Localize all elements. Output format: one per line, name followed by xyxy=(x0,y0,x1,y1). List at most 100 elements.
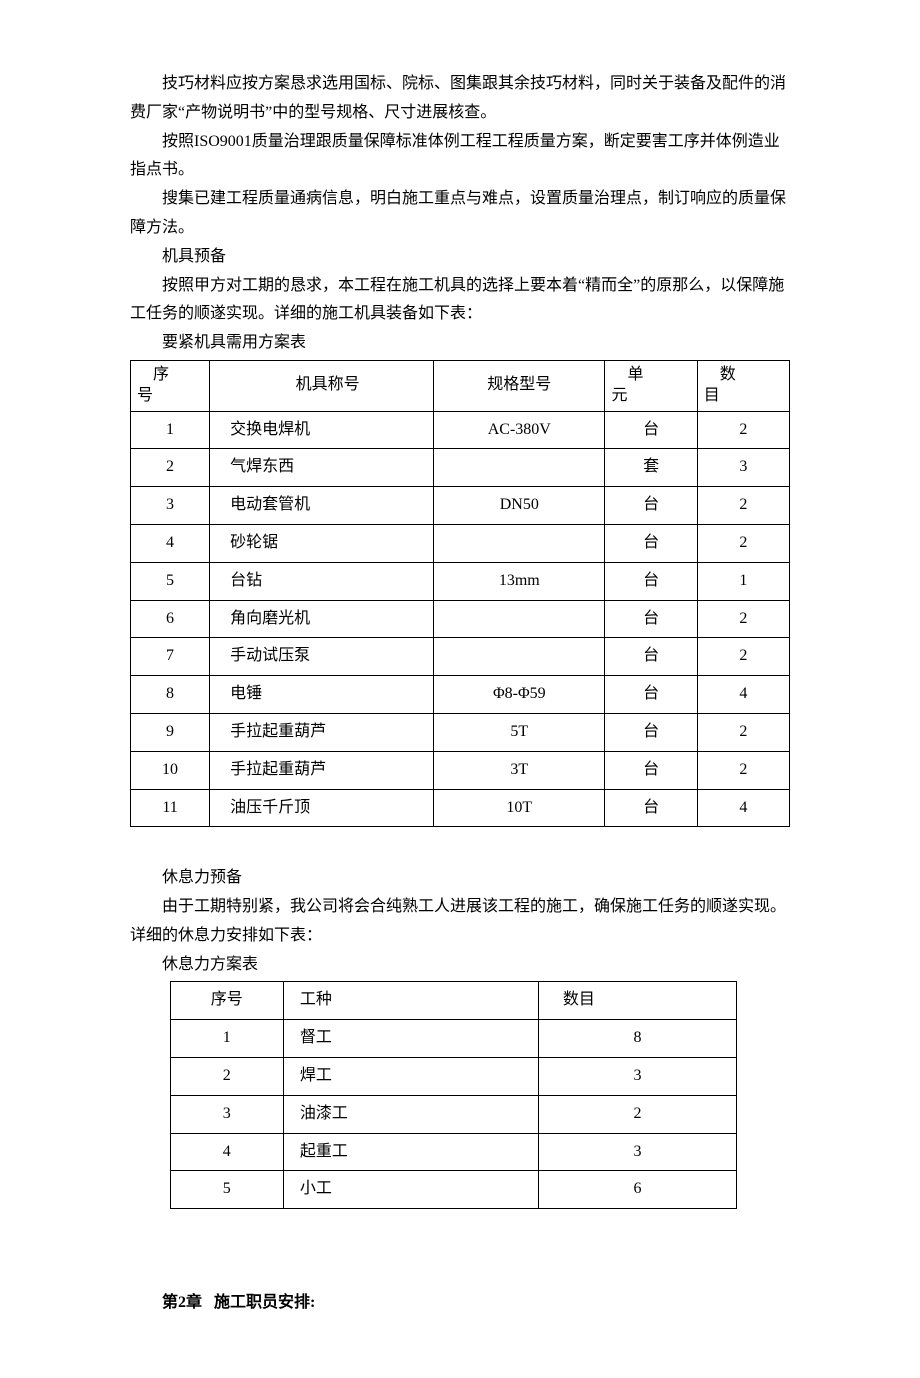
cell-type: 起重工 xyxy=(283,1133,538,1171)
table-row: 6角向磨光机台2 xyxy=(131,600,790,638)
equipment-table-header: 序号 机具称号 规格型号 单元 数目 xyxy=(131,360,790,411)
cell-no: 5 xyxy=(170,1171,283,1209)
cell-qty: 2 xyxy=(697,751,789,789)
cell-name: 油压千斤顶 xyxy=(210,789,434,827)
cell-spec: 13mm xyxy=(434,562,605,600)
cell-no: 4 xyxy=(170,1133,283,1171)
equipment-table-caption: 要紧机具需用方案表 xyxy=(130,329,790,358)
equipment-table: 序号 机具称号 规格型号 单元 数目 1交换电焊机AC-380V台22气焊东西套… xyxy=(130,360,790,827)
cell-no: 3 xyxy=(131,487,210,525)
cell-qty: 3 xyxy=(697,449,789,487)
cell-unit: 台 xyxy=(605,600,697,638)
cell-name: 砂轮锯 xyxy=(210,524,434,562)
table-row: 4砂轮锯台2 xyxy=(131,524,790,562)
table-row: 1督工8 xyxy=(170,1020,737,1058)
labor-table: 序号 工种 数目 1督工82焊工33油漆工24起重工35小工6 xyxy=(170,981,738,1209)
table-row: 4起重工3 xyxy=(170,1133,737,1171)
cell-no: 9 xyxy=(131,713,210,751)
cell-qty: 2 xyxy=(697,411,789,449)
cell-no: 11 xyxy=(131,789,210,827)
cell-unit: 台 xyxy=(605,789,697,827)
cell-spec: AC-380V xyxy=(434,411,605,449)
cell-unit: 台 xyxy=(605,751,697,789)
cell-name: 手拉起重葫芦 xyxy=(210,713,434,751)
cell-qty: 2 xyxy=(538,1095,736,1133)
cell-spec xyxy=(434,524,605,562)
table-row: 2气焊东西 套3 xyxy=(131,449,790,487)
cell-name: 电锤 xyxy=(210,676,434,714)
cell-qty: 2 xyxy=(697,638,789,676)
cell-no: 5 xyxy=(131,562,210,600)
cell-unit: 套 xyxy=(605,449,697,487)
cell-spec: 3T xyxy=(434,751,605,789)
cell-name: 气焊东西 xyxy=(210,449,434,487)
col-seq: 序号 xyxy=(170,982,283,1020)
cell-no: 2 xyxy=(131,449,210,487)
table-row: 5小工6 xyxy=(170,1171,737,1209)
cell-spec xyxy=(434,449,605,487)
cell-name: 手拉起重葫芦 xyxy=(210,751,434,789)
cell-no: 8 xyxy=(131,676,210,714)
col-spec: 规格型号 xyxy=(434,360,605,411)
cell-unit: 台 xyxy=(605,411,697,449)
cell-qty: 3 xyxy=(538,1057,736,1095)
table-row: 3油漆工2 xyxy=(170,1095,737,1133)
cell-spec xyxy=(434,600,605,638)
cell-type: 油漆工 xyxy=(283,1095,538,1133)
cell-qty: 8 xyxy=(538,1020,736,1058)
col-unit: 单元 xyxy=(605,360,697,411)
paragraph-equipment-intro: 按照甲方对工期的恳求，本工程在施工机具的选择上要本着“精而全”的原那么，以保障施… xyxy=(130,272,790,330)
cell-spec: DN50 xyxy=(434,487,605,525)
table-row: 9手拉起重葫芦5T台2 xyxy=(131,713,790,751)
cell-name: 手动试压泵 xyxy=(210,638,434,676)
cell-type: 焊工 xyxy=(283,1057,538,1095)
cell-unit: 台 xyxy=(605,713,697,751)
paragraph-quality-issues: 搜集已建工程质量通病信息，明白施工重点与难点，设置质量治理点，制订响应的质量保障… xyxy=(130,185,790,243)
heading-labor-prep: 休息力预备 xyxy=(130,864,790,893)
table-row: 8电锤Φ8-Φ59台4 xyxy=(131,676,790,714)
cell-name: 电动套管机 xyxy=(210,487,434,525)
cell-no: 3 xyxy=(170,1095,283,1133)
cell-no: 6 xyxy=(131,600,210,638)
labor-table-caption: 休息力方案表 xyxy=(130,951,790,980)
cell-spec: 5T xyxy=(434,713,605,751)
cell-unit: 台 xyxy=(605,638,697,676)
paragraph-labor-intro: 由于工期特别紧，我公司将会合纯熟工人进展该工程的施工，确保施工任务的顺遂实现。详… xyxy=(130,893,790,951)
cell-qty: 1 xyxy=(697,562,789,600)
cell-qty: 4 xyxy=(697,676,789,714)
table-row: 7手动试压泵 台2 xyxy=(131,638,790,676)
cell-name: 交换电焊机 xyxy=(210,411,434,449)
col-name: 机具称号 xyxy=(210,360,434,411)
table-row: 11油压千斤顶10T台4 xyxy=(131,789,790,827)
cell-qty: 4 xyxy=(697,789,789,827)
cell-qty: 2 xyxy=(697,487,789,525)
table-row: 2焊工3 xyxy=(170,1057,737,1095)
col-qty: 数目 xyxy=(697,360,789,411)
table-row: 3电动套管机DN50台2 xyxy=(131,487,790,525)
heading-equipment-prep: 机具预备 xyxy=(130,243,790,272)
col-qty: 数目 xyxy=(538,982,736,1020)
cell-qty: 3 xyxy=(538,1133,736,1171)
labor-table-header: 序号 工种 数目 xyxy=(170,982,737,1020)
cell-qty: 2 xyxy=(697,713,789,751)
cell-spec: 10T xyxy=(434,789,605,827)
cell-no: 7 xyxy=(131,638,210,676)
chapter-2-heading: 第2章 施工职员安排: xyxy=(130,1289,790,1318)
cell-unit: 台 xyxy=(605,487,697,525)
paragraph-materials: 技巧材料应按方案恳求选用国标、院标、图集跟其余技巧材料，同时关于装备及配件的消费… xyxy=(130,70,790,128)
cell-no: 10 xyxy=(131,751,210,789)
cell-qty: 2 xyxy=(697,524,789,562)
cell-type: 督工 xyxy=(283,1020,538,1058)
cell-no: 1 xyxy=(170,1020,283,1058)
col-type: 工种 xyxy=(283,982,538,1020)
cell-no: 4 xyxy=(131,524,210,562)
cell-spec: Φ8-Φ59 xyxy=(434,676,605,714)
cell-name: 台钻 xyxy=(210,562,434,600)
cell-qty: 6 xyxy=(538,1171,736,1209)
cell-no: 1 xyxy=(131,411,210,449)
table-row: 1交换电焊机AC-380V台2 xyxy=(131,411,790,449)
cell-spec xyxy=(434,638,605,676)
cell-qty: 2 xyxy=(697,600,789,638)
paragraph-iso9001: 按照ISO9001质量治理跟质量保障标准体例工程工程质量方案，断定要害工序并体例… xyxy=(130,128,790,186)
cell-unit: 台 xyxy=(605,562,697,600)
